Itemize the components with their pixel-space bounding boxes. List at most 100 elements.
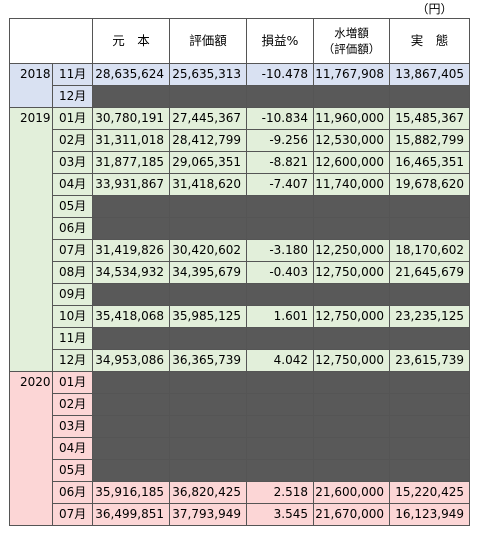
actual-cell	[389, 283, 470, 306]
actual-cell: 15,882,799	[389, 129, 470, 152]
month-cell: 04月	[52, 173, 93, 196]
water-cell: 11,960,000	[313, 107, 390, 130]
principal-cell: 28,635,624	[92, 63, 170, 86]
actual-cell	[389, 327, 470, 350]
table-row: 09月	[10, 283, 470, 306]
table-row: 02月 31,311,018 28,412,799 -9.256 12,530,000 1…	[10, 129, 470, 152]
valuation-cell: 35,985,125	[169, 305, 247, 328]
principal-cell	[92, 85, 170, 108]
month-cell: 07月	[52, 239, 93, 262]
pl-cell	[246, 195, 314, 218]
month-cell: 12月	[52, 85, 93, 108]
month-cell: 04月	[52, 437, 93, 460]
pl-cell: -0.403	[246, 261, 314, 284]
water-cell	[313, 217, 390, 240]
pl-cell	[246, 85, 314, 108]
principal-cell: 31,877,185	[92, 151, 170, 174]
table-row: 10月 35,418,068 35,985,125 1.601 12,750,000 23…	[10, 305, 470, 328]
water-cell: 12,600,000	[313, 151, 390, 174]
principal-cell: 31,311,018	[92, 129, 170, 152]
water-cell: 12,250,000	[313, 239, 390, 262]
water-cell: 12,750,000	[313, 305, 390, 328]
table-row: 12月 34,953,086 36,365,739 4.042 12,750,000 23…	[10, 349, 470, 372]
month-cell: 01月	[52, 107, 93, 130]
water-cell: 11,740,000	[313, 173, 390, 196]
table-row: 2018 11月 28,635,624 25,635,313 -10.478 11,767…	[9, 63, 470, 108]
principal-cell	[92, 195, 170, 218]
principal-cell: 35,916,185	[92, 481, 170, 504]
valuation-cell	[169, 283, 247, 306]
pl-cell: -8.821	[246, 151, 314, 174]
table-row: 03月	[10, 415, 470, 438]
principal-cell: 33,931,867	[92, 173, 170, 196]
month-cell: 06月	[52, 217, 93, 240]
table-row: 05月	[10, 459, 470, 482]
pl-cell	[246, 415, 314, 438]
valuation-cell: 36,365,739	[169, 349, 247, 372]
principal-cell: 30,780,191	[92, 107, 170, 130]
header-water-line2: （評価額）	[322, 42, 381, 56]
principal-cell	[92, 327, 170, 350]
table-row: 07月 36,499,851 37,793,949 3.545 21,670,000 16…	[10, 503, 470, 526]
table-row: 03月 31,877,185 29,065,351 -8.821 12,600,000 1…	[10, 151, 470, 174]
year-cell: 2018	[9, 63, 53, 108]
pl-cell	[246, 393, 314, 416]
pl-cell	[246, 437, 314, 460]
valuation-cell	[169, 371, 247, 394]
month-cell: 05月	[52, 459, 93, 482]
valuation-cell: 25,635,313	[169, 63, 247, 86]
month-cell: 07月	[52, 503, 93, 526]
water-cell	[313, 437, 390, 460]
pl-cell	[246, 217, 314, 240]
unit-label: （円）	[416, 2, 453, 16]
water-cell: 21,600,000	[313, 481, 390, 504]
principal-cell: 31,419,826	[92, 239, 170, 262]
table-row: 07月 31,419,826 30,420,602 -3.180 12,250,000 1…	[10, 239, 470, 262]
valuation-cell: 29,065,351	[169, 151, 247, 174]
header-blank	[9, 18, 93, 64]
principal-cell	[92, 393, 170, 416]
header-water-line1: 水増額	[334, 26, 369, 40]
header-actual: 実 態	[389, 18, 470, 64]
water-cell	[313, 195, 390, 218]
pl-cell: -3.180	[246, 239, 314, 262]
valuation-cell	[169, 459, 247, 482]
month-cell: 02月	[52, 393, 93, 416]
pl-cell: 4.042	[246, 349, 314, 372]
actual-cell: 15,485,367	[389, 107, 470, 130]
pl-cell: -10.478	[246, 63, 314, 86]
header-valuation: 評価額	[169, 18, 247, 64]
water-cell	[313, 393, 390, 416]
pl-cell	[246, 459, 314, 482]
actual-cell: 21,645,679	[389, 261, 470, 284]
actual-cell: 13,867,405	[389, 63, 470, 86]
month-cell: 11月	[52, 63, 93, 86]
table-row: 05月	[10, 195, 470, 218]
actual-cell	[389, 437, 470, 460]
water-cell: 12,530,000	[313, 129, 390, 152]
table-row: 04月	[10, 437, 470, 460]
month-cell: 11月	[52, 327, 93, 350]
pl-cell: 3.545	[246, 503, 314, 526]
table-row: 2020 01月	[9, 371, 470, 526]
pl-cell	[246, 371, 314, 394]
actual-cell: 18,170,602	[389, 239, 470, 262]
table-row: 11月	[10, 327, 470, 350]
water-cell: 12,750,000	[313, 261, 390, 284]
principal-cell	[92, 371, 170, 394]
table-row: 08月 34,534,932 34,395,679 -0.403 12,750,000 2…	[10, 261, 470, 284]
valuation-cell: 34,395,679	[169, 261, 247, 284]
actual-cell	[389, 217, 470, 240]
header-row: 元 本 評価額 損益% 水増額 （評価額） 実 態	[9, 18, 470, 64]
valuation-cell	[169, 85, 247, 108]
pl-cell	[246, 283, 314, 306]
pl-cell: -10.834	[246, 107, 314, 130]
valuation-cell	[169, 437, 247, 460]
table-row: 02月	[10, 393, 470, 416]
month-cell: 12月	[52, 349, 93, 372]
actual-cell: 23,235,125	[389, 305, 470, 328]
water-cell	[313, 415, 390, 438]
valuation-cell	[169, 195, 247, 218]
actual-cell: 16,465,351	[389, 151, 470, 174]
water-cell: 12,750,000	[313, 349, 390, 372]
